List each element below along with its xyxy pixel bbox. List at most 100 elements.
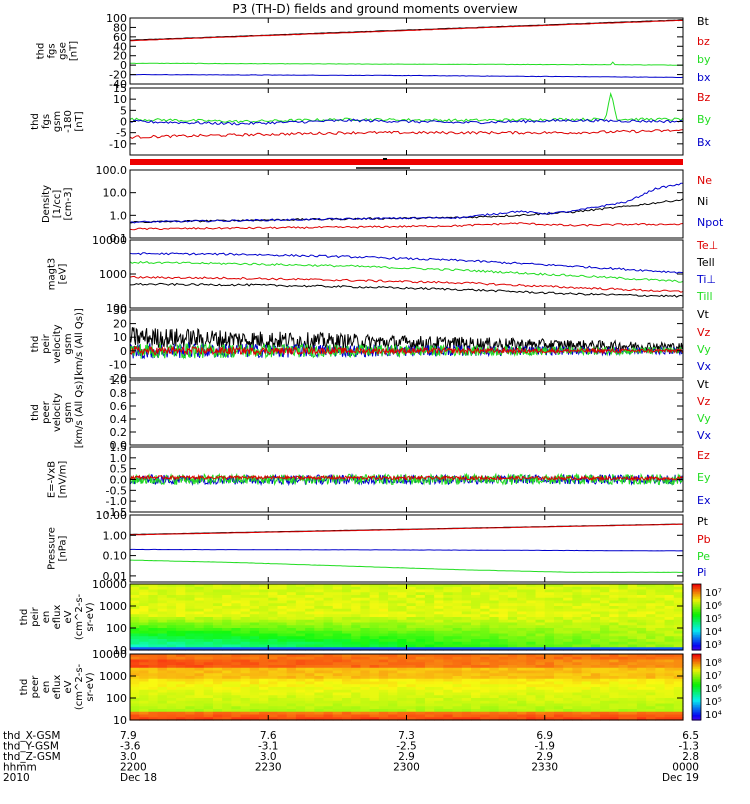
spectrogram-cell	[268, 586, 279, 591]
spectrogram-cell	[176, 692, 186, 696]
spectrogram-cell	[553, 706, 564, 710]
spectrogram-cell	[139, 630, 150, 635]
colorbar-stop	[692, 660, 701, 663]
spectrogram-cell	[249, 622, 260, 626]
spectrogram-cell	[194, 698, 205, 702]
spectrogram-cell	[535, 717, 546, 721]
spectrogram-cell	[240, 628, 251, 632]
spectrogram-cell	[277, 709, 288, 713]
spectrogram-cell	[397, 586, 408, 591]
spectrogram-cell	[212, 678, 223, 683]
spectrogram-cell	[424, 709, 435, 713]
spectrogram-cell	[397, 709, 408, 713]
spectrogram-cell	[609, 665, 620, 669]
spectrogram-cell	[351, 695, 362, 699]
spectrogram-cell	[130, 659, 140, 663]
spectrogram-cell	[231, 659, 242, 663]
spectrogram-cell	[627, 692, 638, 696]
spectrogram-cell	[526, 614, 537, 618]
spectrogram-cell	[222, 606, 232, 610]
spectrogram-cell	[415, 656, 426, 661]
spectrogram-cell	[212, 617, 223, 621]
spectrogram-cell	[259, 617, 269, 621]
spectrogram-cell	[517, 654, 527, 658]
spectrogram-cell	[544, 606, 555, 610]
spectrogram-cell	[646, 622, 656, 626]
spectrogram-cell	[222, 670, 232, 674]
spectrogram-cell	[572, 706, 583, 710]
spectrogram-cell	[507, 644, 518, 648]
spectrogram-cell	[148, 628, 159, 632]
spectrogram-cell	[212, 630, 223, 635]
spectrogram-cell	[259, 670, 269, 674]
spectrogram-cell	[553, 700, 564, 705]
spectrogram-cell	[544, 681, 555, 685]
spectrogram-cell	[609, 589, 620, 593]
spectrogram-cell	[517, 586, 527, 591]
spectrogram-cell	[646, 698, 656, 702]
spectrogram-cell	[203, 711, 214, 716]
spectrogram-cell	[526, 586, 537, 591]
spectrogram-cell	[222, 709, 232, 713]
spectrogram-cell	[176, 586, 186, 591]
spectrogram-cell	[489, 595, 500, 599]
spectrogram-cell	[553, 595, 564, 599]
spectrogram-cell	[286, 603, 297, 607]
spectrogram-cell	[526, 592, 537, 596]
spectrogram-cell	[240, 597, 251, 602]
spectrogram-cell	[222, 700, 232, 705]
ephemeris-value: Dec 19	[662, 772, 699, 784]
spectrogram-cell	[406, 606, 417, 610]
spectrogram-cell	[498, 608, 509, 613]
spectrogram-cell	[535, 619, 546, 624]
ephemeris-row-label: hhmm	[3, 762, 37, 774]
spectrogram-cell	[664, 584, 675, 588]
spectrogram-cell	[139, 689, 150, 694]
spectrogram-cell	[369, 711, 380, 716]
spectrogram-cell	[203, 662, 214, 666]
spectrogram-cell	[563, 603, 573, 607]
spectrogram-cell	[212, 665, 223, 669]
spectrogram-cell	[231, 608, 242, 613]
colorbar-stop	[692, 625, 701, 628]
spectrogram-cell	[194, 641, 205, 646]
spectrogram-cell	[268, 692, 279, 696]
spectrogram-cell	[471, 614, 481, 618]
spectrogram-cell	[185, 687, 196, 691]
spectrogram-cell	[471, 630, 481, 635]
spectrogram-cell	[360, 717, 371, 721]
spectrogram-cell	[535, 636, 546, 640]
spectrogram-cell	[507, 711, 518, 716]
spectrogram-cell	[655, 695, 666, 699]
spectrogram-cell	[176, 703, 186, 707]
spectrogram-cell	[480, 633, 491, 637]
spectrogram-cell	[341, 647, 352, 651]
spectrogram-cell	[388, 630, 398, 635]
spectrogram-cell	[332, 606, 343, 610]
spectrogram-cell	[406, 586, 417, 591]
spectrogram-cell	[212, 670, 223, 674]
spectrogram-cell	[646, 709, 656, 713]
spectrogram-cell	[286, 714, 297, 718]
spectrogram-cell	[415, 689, 426, 694]
spectrogram-cell	[434, 656, 444, 661]
spectrogram-cell	[489, 714, 500, 718]
spectrogram-cell	[130, 589, 140, 593]
spectrogram-cell	[544, 592, 555, 596]
spectrogram-cell	[636, 597, 647, 602]
spectrogram-cell	[581, 711, 592, 716]
colorbar-tick-label: 10⁵	[705, 614, 722, 625]
spectrogram-cell	[544, 700, 555, 705]
spectrogram-cell	[544, 617, 555, 621]
spectrogram-cell	[471, 681, 481, 685]
spectrogram-cell	[185, 603, 196, 607]
spectrogram-cell	[563, 647, 573, 651]
spectrogram-cell	[286, 633, 297, 637]
spectrogram-cell	[259, 611, 269, 615]
spectrogram-cell	[673, 597, 684, 602]
spectrogram-cell	[471, 592, 481, 596]
spectrogram-cell	[323, 625, 334, 629]
spectrogram-cell	[397, 619, 408, 624]
spectrogram-cell	[590, 714, 601, 718]
spectrogram-cell	[240, 606, 251, 610]
